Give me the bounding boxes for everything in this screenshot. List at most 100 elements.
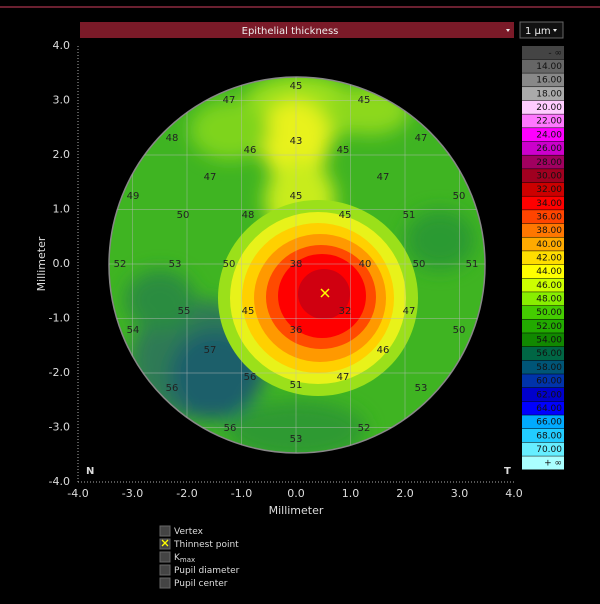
thickness-value: 50 xyxy=(177,210,190,221)
x-tick-label: 2.0 xyxy=(396,487,414,500)
thickness-value: 47 xyxy=(415,133,428,144)
thickness-value: 48 xyxy=(166,133,179,144)
thickness-value: 50 xyxy=(453,191,466,202)
thickness-value: 45 xyxy=(339,210,352,221)
map-selector[interactable]: Epithelial thickness xyxy=(80,22,514,38)
legend-subscript: max xyxy=(180,556,195,564)
thickness-value: 38 xyxy=(290,259,303,270)
thickness-value: 45 xyxy=(290,81,303,92)
x-tick-label: 1.0 xyxy=(342,487,360,500)
y-axis-label: Millimeter xyxy=(35,236,48,291)
scale-label: 52.00 xyxy=(536,322,562,332)
scale-swatch xyxy=(522,182,564,196)
scale-swatch xyxy=(522,360,564,374)
scale-label: 40.00 xyxy=(536,240,562,250)
legend-label: Pupil center xyxy=(174,579,228,589)
y-tick-label: -4.0 xyxy=(49,475,70,488)
scale-swatch xyxy=(522,196,564,210)
thickness-value: 46 xyxy=(377,345,390,356)
scale-swatch xyxy=(522,428,564,443)
scale-swatch xyxy=(522,415,564,429)
x-tick-label: -2.0 xyxy=(176,487,197,500)
x-tick-label: -1.0 xyxy=(231,487,252,500)
thickness-value: 51 xyxy=(466,259,479,270)
scale-label: 20.00 xyxy=(536,103,562,113)
scale-label: 54.00 xyxy=(536,336,562,346)
legend-checkbox[interactable] xyxy=(159,577,171,589)
legend-text: Thinnest point xyxy=(173,540,239,550)
x-axis-label: Millimeter xyxy=(269,504,324,517)
thickness-value: 54 xyxy=(127,325,140,336)
y-tick-label: 3.0 xyxy=(53,94,71,107)
legend-checkbox[interactable] xyxy=(159,525,171,537)
scale-swatch xyxy=(522,374,564,388)
y-tick-label: 2.0 xyxy=(53,148,71,161)
thickness-value: 50 xyxy=(413,259,426,270)
thickness-value: 50 xyxy=(223,259,236,270)
scale-label: 18.00 xyxy=(536,89,562,99)
step-selector-text: 1 µm xyxy=(525,26,551,37)
thinnest-point-icon xyxy=(161,539,169,547)
scale-swatch xyxy=(522,401,564,415)
legend-checkbox[interactable] xyxy=(159,538,171,550)
scale-swatch xyxy=(522,333,564,347)
map-selector-text: Epithelial thickness xyxy=(242,26,339,37)
thickness-value: 56 xyxy=(166,383,179,394)
scale-label: 28.00 xyxy=(536,158,562,168)
scale-swatch xyxy=(522,264,564,279)
scale-label: 38.00 xyxy=(536,226,562,236)
scale-swatch xyxy=(522,128,564,142)
legend-text: Pupil diameter xyxy=(174,566,240,576)
step-selector[interactable]: 1 µm xyxy=(519,21,564,39)
y-tick-label: 0.0 xyxy=(53,257,71,270)
scale-label: 42.00 xyxy=(536,254,562,264)
scale-swatch xyxy=(522,73,564,87)
scale-label: 16.00 xyxy=(536,76,562,86)
scale-label: 70.00 xyxy=(536,445,562,455)
scale-label: 32.00 xyxy=(536,185,562,195)
legend-checkbox[interactable] xyxy=(159,564,171,576)
x-tick-label: -4.0 xyxy=(67,487,88,500)
thickness-value: 56 xyxy=(244,372,257,383)
scale-swatch xyxy=(522,59,564,73)
scale-swatch xyxy=(522,251,564,265)
scale-swatch xyxy=(522,319,564,333)
scale-label: 34.00 xyxy=(536,199,562,209)
scale-label: 66.00 xyxy=(536,418,562,428)
thickness-value: 51 xyxy=(290,380,303,391)
scale-label: 24.00 xyxy=(536,130,562,140)
thickness-value: 40 xyxy=(359,259,372,270)
thickness-value: 36 xyxy=(290,325,303,336)
thickness-value: 47 xyxy=(223,95,236,106)
thickness-value: 52 xyxy=(358,423,371,434)
thickness-value: 51 xyxy=(403,210,416,221)
x-tick-label: -3.0 xyxy=(122,487,143,500)
scale-swatch xyxy=(522,114,564,128)
scale-swatch xyxy=(522,278,564,292)
thickness-map xyxy=(109,77,485,453)
legend-label: Pupil diameter xyxy=(174,566,240,576)
scale-label: 26.00 xyxy=(536,144,562,154)
thickness-value: 47 xyxy=(403,306,416,317)
scale-swatch xyxy=(522,87,564,101)
thickness-value: 57 xyxy=(204,345,217,356)
scale-swatch xyxy=(522,237,564,251)
thickness-value: 45 xyxy=(358,95,371,106)
legend-checkbox[interactable] xyxy=(159,551,171,563)
thickness-value: 56 xyxy=(224,423,237,434)
scale-label: 36.00 xyxy=(536,212,562,222)
thickness-value: 46 xyxy=(244,145,257,156)
thinnest-point-marker xyxy=(320,288,330,298)
thickness-value: 52 xyxy=(114,259,127,270)
scale-swatch xyxy=(522,442,564,456)
scale-label: 62.00 xyxy=(536,390,562,400)
scale-label: + ∞ xyxy=(544,459,562,469)
scale-label: 56.00 xyxy=(536,349,562,359)
y-tick-label: 4.0 xyxy=(53,39,71,52)
thickness-value: 45 xyxy=(337,145,350,156)
scale-swatch xyxy=(522,46,564,60)
thickness-value: 45 xyxy=(242,306,255,317)
scale-swatch xyxy=(522,141,564,155)
